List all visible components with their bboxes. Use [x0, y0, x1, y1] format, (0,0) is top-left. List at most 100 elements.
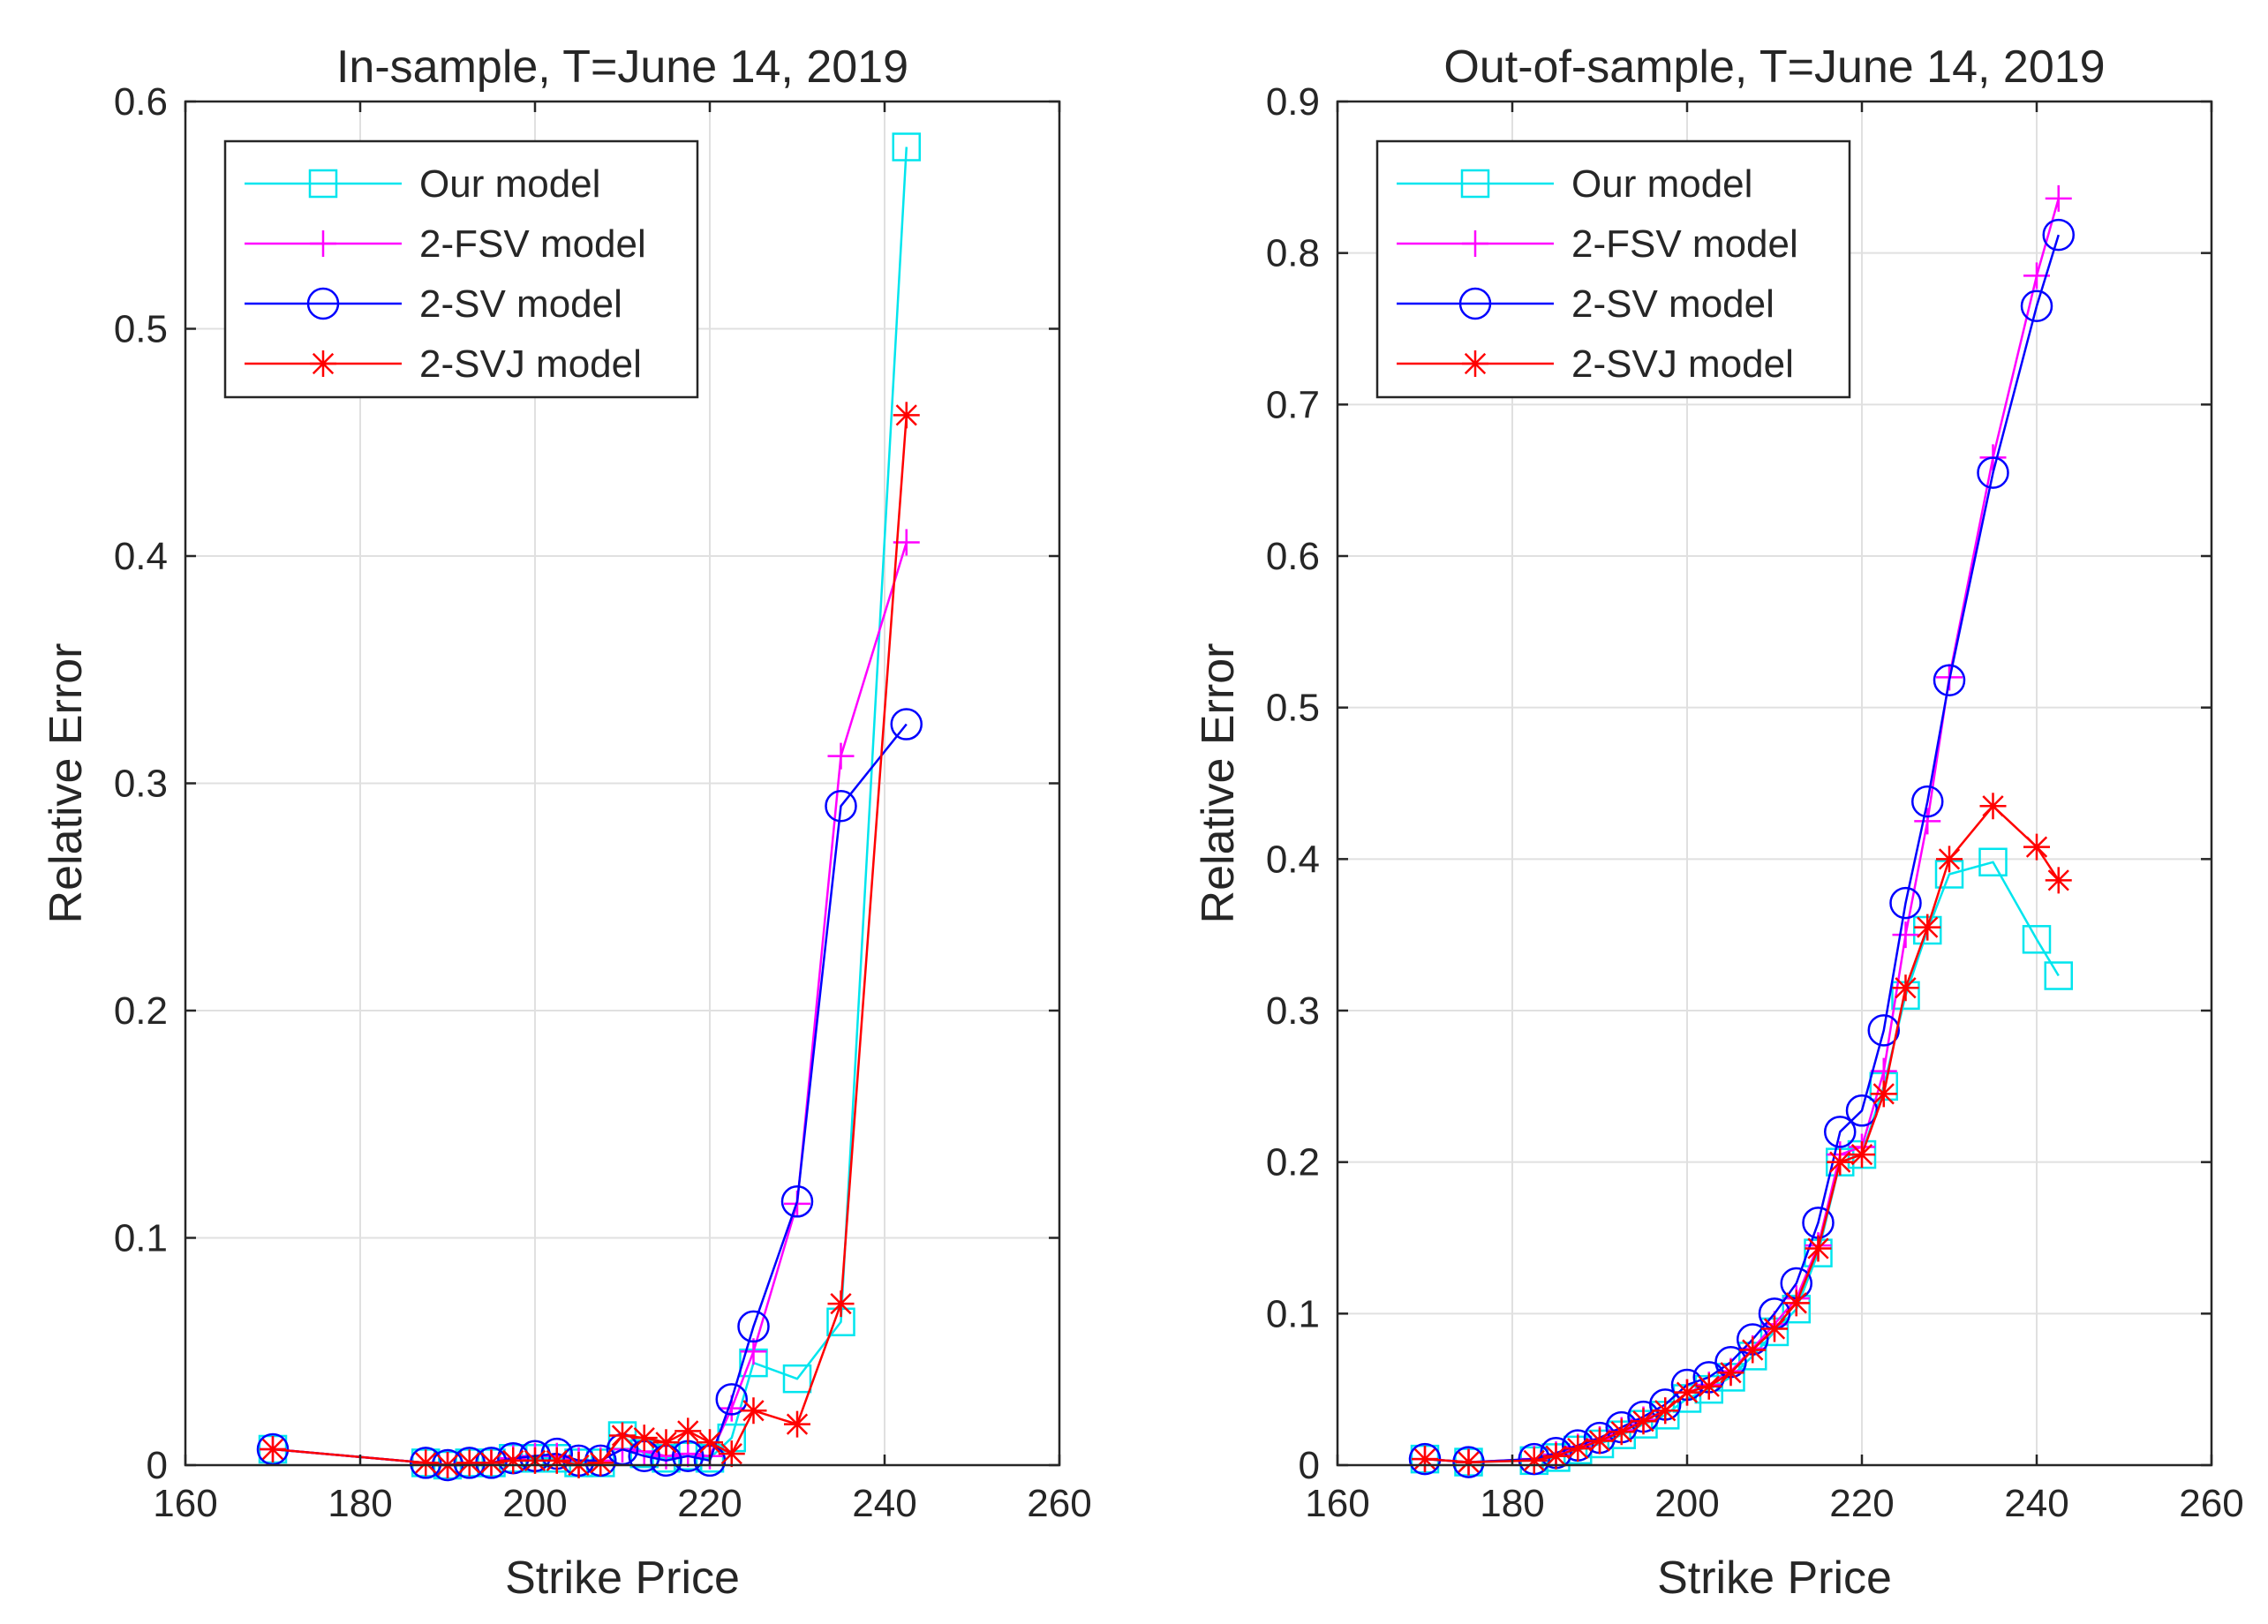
data-point [1412, 1446, 1438, 1473]
data-point [1867, 1014, 1900, 1047]
data-point [1914, 914, 1941, 941]
y-tick-label: 0.3 [114, 763, 168, 806]
data-point [737, 1310, 770, 1343]
data-point [740, 1397, 767, 1425]
data-point [1870, 1057, 1897, 1085]
data-point [1782, 1289, 1810, 1317]
data-point [609, 1422, 636, 1449]
legend-label: 2-SV model [419, 282, 622, 326]
data-point [780, 1185, 814, 1218]
y-tick-label: 0 [1299, 1444, 1320, 1487]
right-chart-title: Out-of-sample, T=June 14, 2019 [1443, 41, 2105, 93]
data-point [782, 1364, 812, 1394]
data-point [456, 1449, 483, 1477]
right-chart-panel: 160 180 200 220 240 260 0 0.1 0.2 0.3 0.4 0.5 0.6 0.7… [1193, 41, 2244, 1604]
data-point [1739, 1336, 1767, 1364]
data-point [1805, 1235, 1832, 1262]
x-tick-label: 220 [677, 1482, 742, 1525]
data-point [2020, 289, 2053, 322]
data-point [478, 1449, 505, 1477]
y-tick-label: 0.8 [1266, 232, 1320, 275]
data-point [1936, 846, 1963, 873]
data-point [2045, 867, 2072, 894]
legend-label: Our model [419, 162, 600, 206]
legend-marker [308, 169, 338, 199]
data-point [827, 742, 855, 770]
legend-label: Our model [1571, 162, 1752, 206]
y-tick-label: 0.6 [1266, 535, 1320, 578]
y-tick-label: 0.1 [114, 1217, 168, 1260]
data-point [1889, 886, 1922, 920]
data-point [1870, 1080, 1897, 1108]
data-point [1542, 1442, 1570, 1470]
data-point [500, 1447, 527, 1474]
legend-label: 2-SV model [1571, 282, 1774, 326]
legend-marker [306, 287, 340, 320]
data-point [2022, 925, 2052, 954]
data-point [1911, 785, 1944, 818]
data-point [2042, 218, 2075, 252]
legend-marker [310, 230, 336, 257]
right-x-axis-label: Strike Price [1657, 1553, 1892, 1604]
y-tick-label: 0.5 [1266, 687, 1320, 730]
data-point [1977, 456, 2009, 489]
data-point [1608, 1418, 1635, 1446]
legend-marker [310, 350, 336, 377]
y-tick-label: 0.2 [114, 989, 168, 1033]
legend-label: 2-SVJ model [1571, 342, 1794, 386]
data-point [1630, 1408, 1657, 1435]
data-point [1674, 1379, 1700, 1406]
legend-label: 2-FSV model [1571, 222, 1798, 266]
data-point [1695, 1372, 1722, 1400]
data-point [1892, 921, 1919, 949]
left-chart-panel: 160 180 200 220 240 260 0 0.1 0.2 0.3 0.4 0.5 0.6 In-… [41, 41, 1092, 1604]
y-tick-label: 0.4 [1266, 838, 1320, 881]
data-point [1914, 808, 1941, 835]
data-point [1652, 1397, 1679, 1425]
legend-marker [1460, 169, 1490, 199]
data-point [825, 790, 857, 823]
y-tick-label: 0.5 [114, 308, 168, 351]
y-tick-label: 0 [147, 1444, 168, 1487]
data-point [1827, 1148, 1854, 1176]
right-grid [1337, 102, 2211, 1465]
x-tick-label: 200 [502, 1482, 567, 1525]
left-x-axis-label: Strike Price [505, 1553, 740, 1604]
x-tick-label: 240 [852, 1482, 916, 1525]
data-point [718, 1440, 745, 1468]
right-y-axis-label: Relative Error [1193, 643, 1244, 924]
y-tick-label: 0.6 [114, 80, 168, 124]
x-tick-label: 160 [153, 1482, 217, 1525]
x-tick-label: 180 [328, 1482, 392, 1525]
data-point [652, 1429, 680, 1456]
x-tick-label: 160 [1305, 1482, 1369, 1525]
x-tick-label: 220 [1829, 1482, 1894, 1525]
data-point [1717, 1359, 1744, 1387]
x-tick-label: 180 [1480, 1482, 1544, 1525]
left-legend: Our model 2-FSV model 2-SV model 2-SVJ mode… [223, 139, 699, 399]
data-point [697, 1429, 723, 1456]
data-point [1518, 1442, 1550, 1476]
data-point [1761, 1315, 1788, 1342]
legend-marker [1462, 230, 1488, 257]
data-point [410, 1447, 442, 1479]
legend-marker [1458, 287, 1492, 320]
left-y-axis-label: Relative Error [41, 643, 92, 924]
data-point [543, 1447, 570, 1474]
data-point [1933, 664, 1966, 697]
data-point [1586, 1427, 1613, 1455]
legend-marker [1462, 350, 1488, 377]
data-point [2023, 833, 2050, 861]
data-point [715, 1383, 748, 1416]
y-tick-label: 0.7 [1266, 383, 1320, 426]
data-point [1455, 1448, 1482, 1476]
data-point [412, 1449, 440, 1477]
data-point [1849, 1141, 1875, 1169]
x-tick-label: 240 [2004, 1482, 2068, 1525]
data-point [1892, 974, 1919, 1002]
data-point [1564, 1435, 1592, 1462]
x-tick-label: 200 [1654, 1482, 1719, 1525]
data-point [1824, 1116, 1857, 1148]
y-tick-label: 0.3 [1266, 989, 1320, 1033]
